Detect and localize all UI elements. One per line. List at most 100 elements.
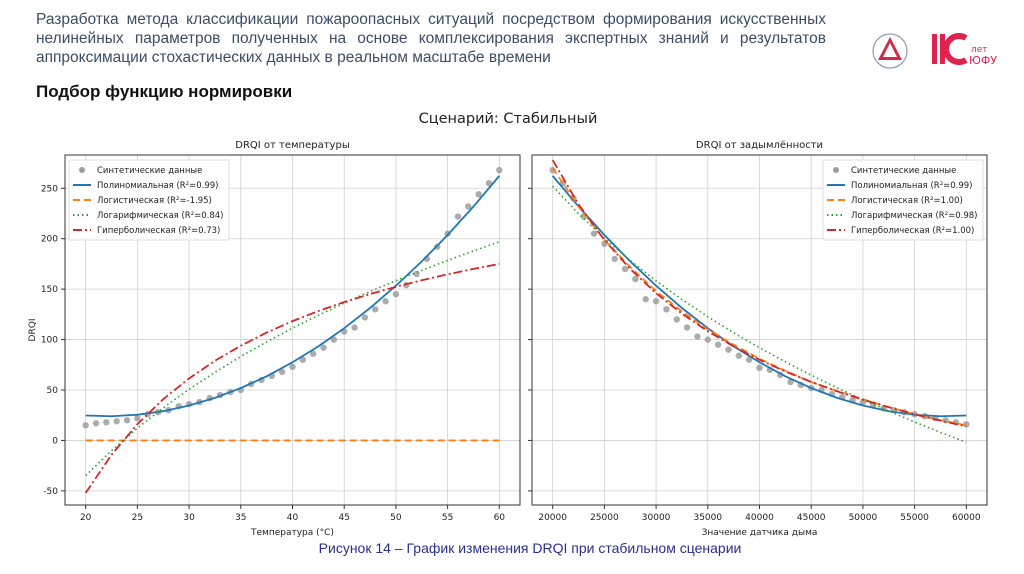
- figure-caption: Рисунок 14 – График изменения DRQI при с…: [318, 540, 742, 556]
- sfedu-emblem-icon: [872, 33, 908, 69]
- x-tick-label: 25000: [590, 513, 619, 523]
- scatter-point: [683, 324, 691, 331]
- y-tick-label: 50: [47, 386, 59, 396]
- y-tick-label: 150: [41, 285, 58, 295]
- scatter-point: [632, 275, 639, 283]
- series-line-hyper: [551, 159, 967, 428]
- scatter-point: [621, 265, 629, 273]
- chart-temperature: DRQI от температуры 20 25 30 35 40 45 50 55 60 -50…: [28, 140, 521, 538]
- x-tick-label: 45000: [797, 513, 826, 523]
- scatter-point: [351, 324, 358, 331]
- legend-marker-scatter: [833, 167, 839, 173]
- scatter-point: [392, 290, 400, 298]
- scatter-point: [756, 364, 763, 372]
- university-logo: лет ЮФУ: [872, 33, 997, 69]
- x-tick-label: 60000: [952, 513, 981, 523]
- figure-suptitle: Сценарий: Стабильный: [419, 111, 598, 127]
- x-tick-label: 55: [442, 513, 453, 523]
- x-tick-label: 25: [132, 513, 143, 523]
- scatter-point: [361, 314, 369, 321]
- x-tick-label: 35: [235, 513, 246, 523]
- scatter-point: [134, 415, 141, 422]
- scatter-point: [485, 180, 493, 187]
- chart-title: DRQI от температуры: [235, 140, 349, 151]
- scatter-point: [735, 352, 743, 359]
- scatter-point: [714, 341, 722, 348]
- legend-label: Логарифмическая (R²=0.84): [97, 211, 223, 221]
- scatter-point: [725, 346, 732, 353]
- x-tick-label: 20: [80, 513, 92, 523]
- scatter-point: [299, 356, 307, 363]
- y-axis-label: DRQI: [28, 319, 38, 342]
- series-line-poly: [85, 175, 501, 418]
- chart-smoke: DRQI от задымлённости 20000 25000 30000 3500…: [528, 140, 988, 538]
- scatter-point: [413, 270, 420, 278]
- scatter-point: [496, 166, 503, 174]
- legend-label: Гиперболическая (R²=1.00): [851, 226, 974, 236]
- legend-label: Полиномиальная (R²=0.99): [851, 181, 972, 191]
- legend-box: [68, 159, 230, 241]
- scatter-point: [590, 230, 598, 237]
- series-line-log: [85, 241, 500, 477]
- x-tick-label: 60: [494, 513, 506, 523]
- y-tick-label: 250: [41, 184, 58, 194]
- x-tick-label: 50: [390, 513, 402, 523]
- series-line-hyper: [84, 263, 500, 494]
- x-tick-label: 40000: [745, 513, 774, 523]
- scatter-point: [704, 336, 711, 343]
- scatter-point: [642, 296, 649, 303]
- scatter-point: [103, 419, 110, 426]
- scatter-point: [745, 356, 753, 363]
- x-tick-label: 30: [183, 513, 195, 523]
- scatter-point: [320, 344, 327, 351]
- scatter-point: [454, 213, 462, 220]
- scatter-point: [372, 306, 379, 313]
- legend-label: Гиперболическая (R²=0.73): [97, 226, 220, 236]
- scatter-point: [465, 203, 472, 210]
- scatter-point: [611, 255, 618, 263]
- scatter-point: [942, 417, 949, 424]
- scatter-point: [113, 418, 120, 425]
- scatter-point: [278, 368, 286, 376]
- x-tick-label: 50000: [849, 513, 878, 523]
- section-subtitle: Подбор функцию нормировки: [36, 82, 293, 101]
- legend-label: Синтетические данные: [97, 166, 202, 176]
- legend-label: Полиномиальная (R²=0.99): [97, 181, 218, 191]
- x-axis-label: Значение датчика дыма: [702, 528, 818, 538]
- x-tick-label: 35000: [693, 513, 722, 523]
- x-tick-label: 20000: [538, 513, 567, 523]
- y-tick-label: 100: [41, 336, 58, 346]
- scatter-point: [330, 336, 338, 343]
- scatter-point: [82, 422, 89, 429]
- x-tick-label: 45: [338, 513, 349, 523]
- legend-box: [822, 159, 984, 241]
- svg-text:ЮФУ: ЮФУ: [969, 54, 997, 67]
- scatter-point: [123, 417, 131, 424]
- legend-marker-scatter: [79, 167, 85, 173]
- scatter-point: [289, 363, 296, 371]
- series-line-logistic: [551, 167, 967, 427]
- y-tick-label: -50: [43, 487, 58, 497]
- y-tick-label: 0: [52, 436, 58, 446]
- scatter-point: [663, 306, 670, 313]
- plot-frame: [64, 154, 521, 506]
- x-axis-label: Температура (°C): [250, 528, 334, 538]
- x-tick-label: 40: [287, 513, 299, 523]
- scatter-point: [309, 350, 317, 357]
- scatter-point: [694, 333, 701, 340]
- legend-label: Логистическая (R²=-1.95): [97, 196, 212, 206]
- plot-frame: [531, 154, 988, 506]
- x-tick-label: 55000: [900, 513, 929, 523]
- svg-text:лет: лет: [971, 45, 988, 55]
- x-tick-label: 30000: [642, 513, 671, 523]
- 110-years-logo-icon: лет ЮФУ: [932, 33, 997, 67]
- legend-label: Логарифмическая (R²=0.98): [851, 211, 977, 221]
- scatter-point: [382, 298, 389, 305]
- legend-label: Синтетические данные: [851, 166, 956, 176]
- scatter-point: [92, 420, 100, 427]
- slide-title: Разработка метода классификации пожарооп…: [36, 11, 826, 66]
- chart-title: DRQI от задымлённости: [696, 140, 823, 151]
- scatter-point: [673, 316, 680, 323]
- y-tick-label: 200: [41, 235, 58, 245]
